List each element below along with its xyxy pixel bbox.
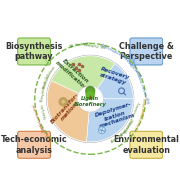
Circle shape [59, 97, 68, 106]
Text: Depolymer-
ization
mechanism: Depolymer- ization mechanism [94, 102, 136, 129]
Text: Biosynthesis
pathway: Biosynthesis pathway [5, 42, 63, 61]
FancyBboxPatch shape [130, 38, 163, 65]
Circle shape [46, 55, 134, 143]
Text: Biotransfor-
mation: Biotransfor- mation [50, 91, 85, 128]
FancyBboxPatch shape [18, 38, 50, 65]
Text: Adsorption: Adsorption [110, 129, 128, 144]
Text: Biosynthesis: Biosynthesis [40, 79, 48, 102]
Circle shape [77, 86, 103, 112]
Text: Environmental
evaluation: Environmental evaluation [113, 135, 179, 155]
FancyBboxPatch shape [130, 131, 163, 158]
Circle shape [86, 92, 94, 99]
Text: Gene engineering: Gene engineering [101, 41, 131, 60]
Circle shape [60, 99, 66, 105]
Circle shape [61, 100, 65, 104]
Text: Valorization: Valorization [119, 118, 136, 138]
Circle shape [86, 89, 94, 97]
Text: Catalytic: Catalytic [40, 102, 48, 119]
Text: Substrates: Substrates [38, 121, 53, 139]
Text: Extraction
modification: Extraction modification [55, 56, 92, 91]
Circle shape [86, 87, 94, 95]
Circle shape [98, 127, 105, 134]
Text: Resource recovery: Resource recovery [125, 102, 142, 134]
Text: Lignin
Biorefinery: Lignin Biorefinery [74, 96, 107, 107]
Text: Market potential: Market potential [32, 103, 46, 132]
Text: TAL Pathway: TAL Pathway [68, 41, 91, 49]
Text: PAL Pathway: PAL Pathway [84, 41, 106, 47]
Wedge shape [51, 56, 115, 99]
Text: Tech-economic
analysis: Tech-economic analysis [1, 135, 67, 155]
Wedge shape [90, 64, 133, 99]
Text: BioretroS strategy: BioretroS strategy [119, 49, 144, 77]
Text: Cutinization: Cutinization [135, 109, 147, 130]
FancyBboxPatch shape [18, 131, 50, 158]
Wedge shape [86, 99, 133, 142]
Wedge shape [47, 81, 90, 142]
Text: Cellulose: Cellulose [45, 64, 57, 80]
Text: Recovery
strategy: Recovery strategy [98, 67, 130, 86]
Text: Biomass: Biomass [42, 73, 51, 89]
Text: High aromatic monomer content: High aromatic monomer content [131, 57, 152, 104]
Text: Integration: Integration [141, 96, 148, 117]
Text: Challenge &
Perspective: Challenge & Perspective [119, 42, 174, 61]
